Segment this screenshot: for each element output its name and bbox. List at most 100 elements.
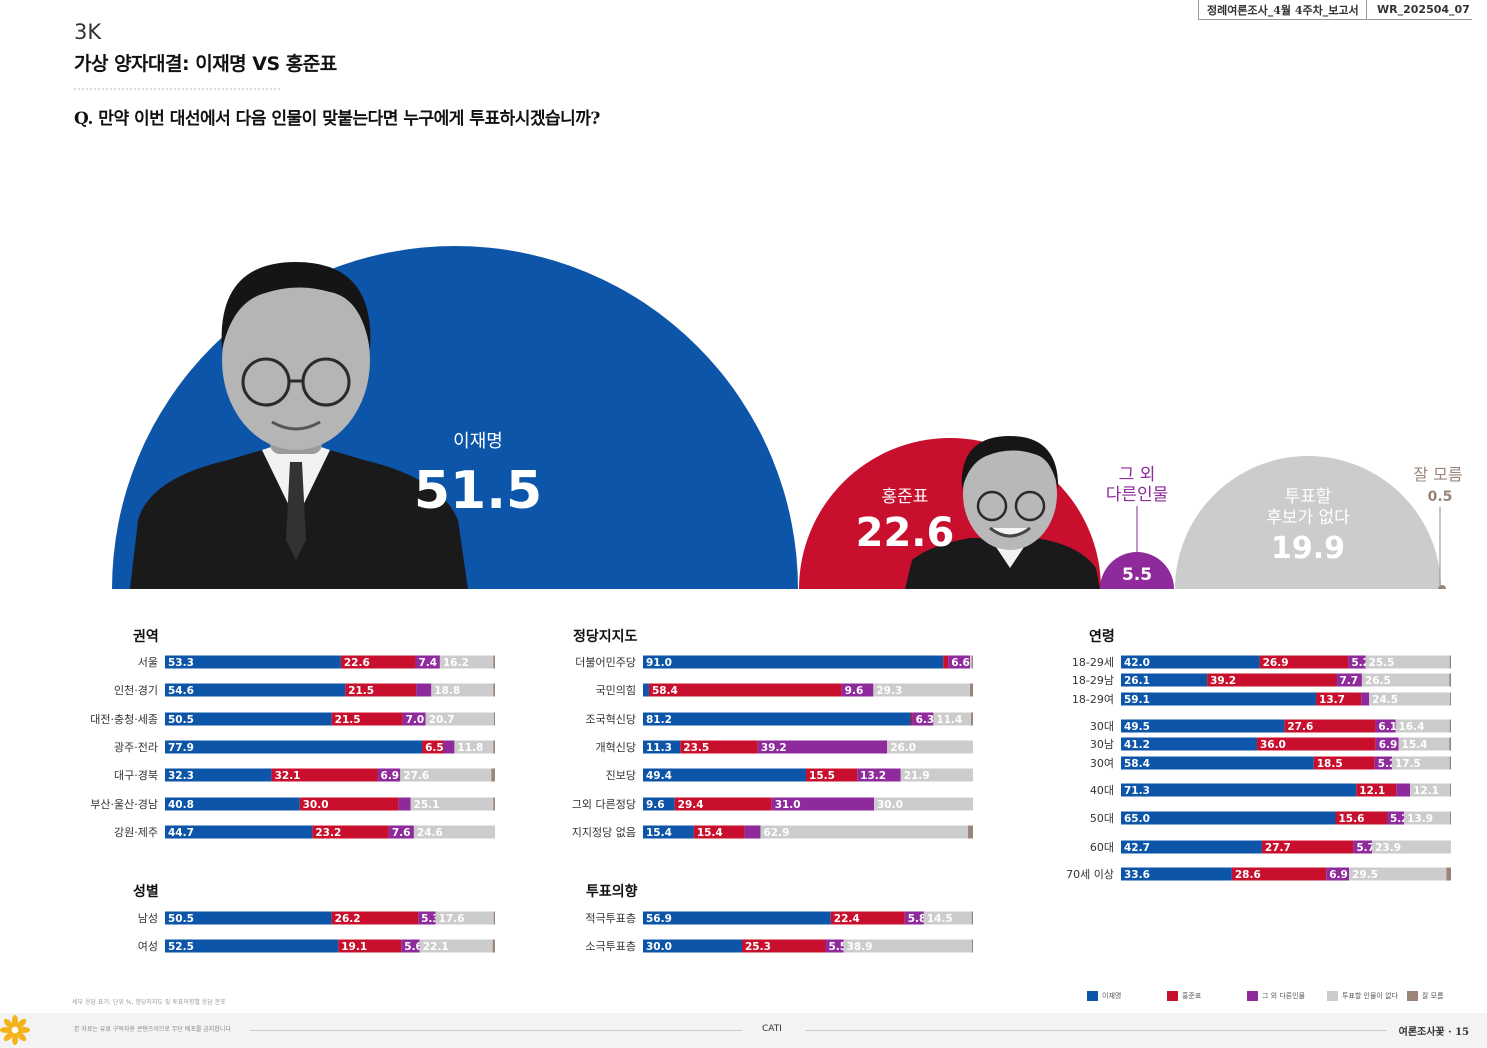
bar-value-label: 17.5 <box>1395 758 1421 770</box>
bar-segment <box>643 911 831 925</box>
bar-segment <box>493 655 495 669</box>
bar-segment <box>422 740 444 754</box>
bar-value-label: 22.6 <box>344 657 370 669</box>
bar-segment <box>1316 692 1362 706</box>
hong-portrait <box>905 436 1100 589</box>
bar-segment <box>400 768 492 782</box>
bar-segment <box>830 911 905 925</box>
bar-segment <box>970 655 972 669</box>
bar-value-label: 25.5 <box>1369 657 1395 669</box>
bar-segment <box>338 939 402 953</box>
bar-segment <box>165 683 346 697</box>
bar-segment <box>825 939 844 953</box>
bar-value-label: 18.8 <box>434 685 460 697</box>
bar-segment <box>312 825 389 839</box>
bar-segment <box>971 911 973 925</box>
row-label: 진보당 <box>606 769 636 782</box>
bar-segment <box>377 768 401 782</box>
group-title-region: 권역 <box>133 629 159 645</box>
bar-value-label: 42.0 <box>1124 657 1150 669</box>
bubble-none <box>1175 456 1441 589</box>
bar-segment <box>1361 673 1450 687</box>
bar-segment <box>165 655 341 669</box>
legend-swatch-none <box>1327 991 1338 1001</box>
bar-segment <box>398 797 411 811</box>
bar-segment <box>165 911 332 925</box>
bar-value-label: 11.4 <box>936 714 962 726</box>
bar-segment <box>492 939 495 953</box>
bar-segment <box>1121 783 1357 797</box>
bar-segment <box>491 768 495 782</box>
bar-segment <box>1450 783 1451 797</box>
legend-swatch-hong <box>1167 991 1178 1001</box>
bar-value-label: 50.5 <box>168 913 194 925</box>
bar-segment <box>165 768 272 782</box>
bar-value-label: 39.2 <box>761 742 787 754</box>
bar-value-label: 17.6 <box>439 913 465 925</box>
hong-value-label: 22.6 <box>856 510 955 556</box>
bar-value-label: 7.6 <box>392 827 411 839</box>
bar-value-label: 5.7 <box>1356 842 1375 854</box>
bar-segment <box>643 768 807 782</box>
group-title-voting-intent: 투표의향 <box>586 884 638 900</box>
bar-value-label: 6.9 <box>1379 739 1398 751</box>
bar-segment <box>1121 719 1285 733</box>
row-label: 대구·경북 <box>114 769 158 782</box>
bar-segment <box>760 825 969 839</box>
legend-item-other: 그 외 다른인물 <box>1247 991 1327 1001</box>
bar-value-label: 23.5 <box>683 742 709 754</box>
bar-segment <box>1449 719 1451 733</box>
legend-swatch-other <box>1247 991 1258 1001</box>
bar-segment <box>900 768 973 782</box>
bar-segment <box>493 797 495 811</box>
bar-value-label: 9.6 <box>646 799 665 811</box>
bar-value-label: 12.1 <box>1359 785 1385 797</box>
bar-value-label: 5.3 <box>421 913 440 925</box>
bar-segment <box>948 655 971 669</box>
bar-value-label: 7.7 <box>1339 675 1358 687</box>
bar-segment <box>1336 673 1362 687</box>
lee-value-label: 51.5 <box>414 461 542 521</box>
bar-value-label: 25.3 <box>745 941 771 953</box>
bar-segment <box>345 683 417 697</box>
row-label: 30남 <box>1090 738 1114 751</box>
bar-segment <box>1121 840 1262 854</box>
stacked-bar-chart: 서울 53.3 22.6 7.4 16.2 인천·경기 54.6 21.5 18.8 대전·충청·… <box>90 655 1451 953</box>
title-divider <box>74 88 280 90</box>
bar-segment <box>771 797 874 811</box>
row-label: 적극투표층 <box>585 912 636 925</box>
row-label: 여성 <box>138 940 158 953</box>
bar-value-label: 26.1 <box>1124 675 1150 687</box>
bar-value-label: 5.2 <box>1351 657 1370 669</box>
lee-portrait <box>130 262 468 589</box>
dk-name-label: 잘 모름 <box>1413 465 1462 484</box>
bar-segment <box>454 740 494 754</box>
row-label: 18-29여 <box>1072 693 1114 706</box>
bar-segment <box>1410 783 1451 797</box>
bar-segment <box>493 683 495 697</box>
bar-value-label: 13.2 <box>860 770 886 782</box>
bar-segment <box>874 797 973 811</box>
bar-value-label: 39.2 <box>1210 675 1236 687</box>
bar-value-label: 6.3 <box>916 714 935 726</box>
bar-value-label: 38.9 <box>847 941 873 953</box>
bar-value-label: 15.4 <box>697 827 723 839</box>
bar-segment <box>1450 811 1451 825</box>
bar-segment <box>970 683 973 697</box>
bar-value-label: 44.7 <box>168 827 194 839</box>
bar-segment <box>1284 719 1376 733</box>
bar-value-label: 6.1 <box>1378 721 1397 733</box>
bar-segment <box>435 911 494 925</box>
legend-item-hong: 홍준표 <box>1167 991 1247 1001</box>
bar-value-label: 16.4 <box>1399 721 1425 733</box>
bar-segment <box>1121 673 1208 687</box>
bar-segment <box>1121 655 1260 669</box>
bar-segment <box>1372 840 1451 854</box>
bar-value-label: 91.0 <box>646 657 672 669</box>
bar-segment <box>431 683 494 697</box>
bar-segment <box>910 712 913 726</box>
survey-question: Q. 만약 이번 대선에서 다음 인물이 맞붙는다면 누구에게 투표하시겠습니까… <box>74 109 600 129</box>
row-label: 강원·제주 <box>114 826 158 839</box>
bar-value-label: 5.8 <box>908 913 927 925</box>
bar-segment <box>1256 737 1376 751</box>
